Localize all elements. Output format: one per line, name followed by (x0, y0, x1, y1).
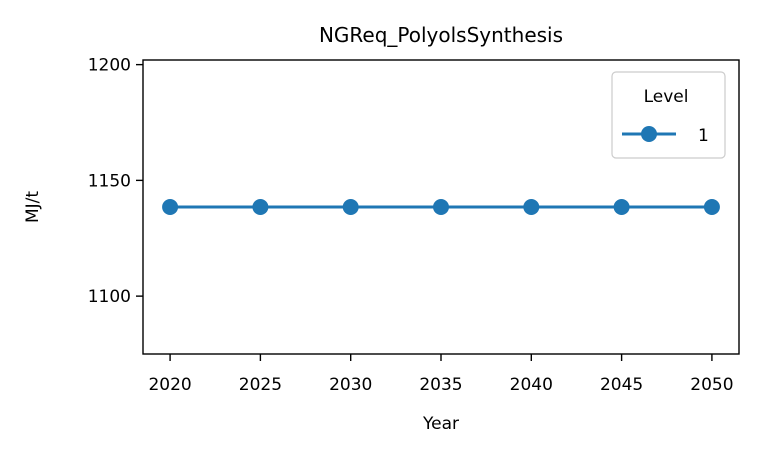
x-tick-label: 2040 (510, 375, 553, 395)
legend: Level 1 (611, 71, 726, 159)
data-point (252, 199, 269, 215)
data-point (613, 199, 630, 215)
x-axis-ticks: 2020 2025 2030 2035 2040 2045 2050 (148, 354, 734, 395)
legend-frame (611, 71, 726, 159)
legend-title: Level (644, 87, 689, 107)
y-tick-label: 1200 (88, 56, 131, 76)
x-tick-label: 2020 (148, 375, 191, 395)
x-tick-label: 2050 (690, 375, 733, 395)
x-axis-label: Year (422, 414, 459, 434)
legend-series-marker (641, 126, 657, 142)
x-tick-label: 2045 (600, 375, 643, 395)
data-point (342, 199, 359, 215)
y-axis-ticks: 1100 1150 1200 (88, 56, 143, 307)
y-tick-label: 1150 (88, 171, 131, 191)
data-point (433, 199, 449, 215)
data-point (703, 199, 720, 215)
chart-title: NGReq_PolyolsSynthesis (319, 23, 563, 47)
data-point (523, 199, 540, 215)
y-tick-label: 1100 (88, 287, 131, 307)
y-axis-label: MJ/t (23, 191, 43, 223)
data-point (162, 199, 179, 215)
x-tick-label: 2035 (419, 375, 462, 395)
x-tick-label: 2030 (329, 375, 372, 395)
x-tick-label: 2025 (239, 375, 282, 395)
series-layer (162, 199, 720, 215)
legend-series-label: 1 (698, 126, 709, 146)
